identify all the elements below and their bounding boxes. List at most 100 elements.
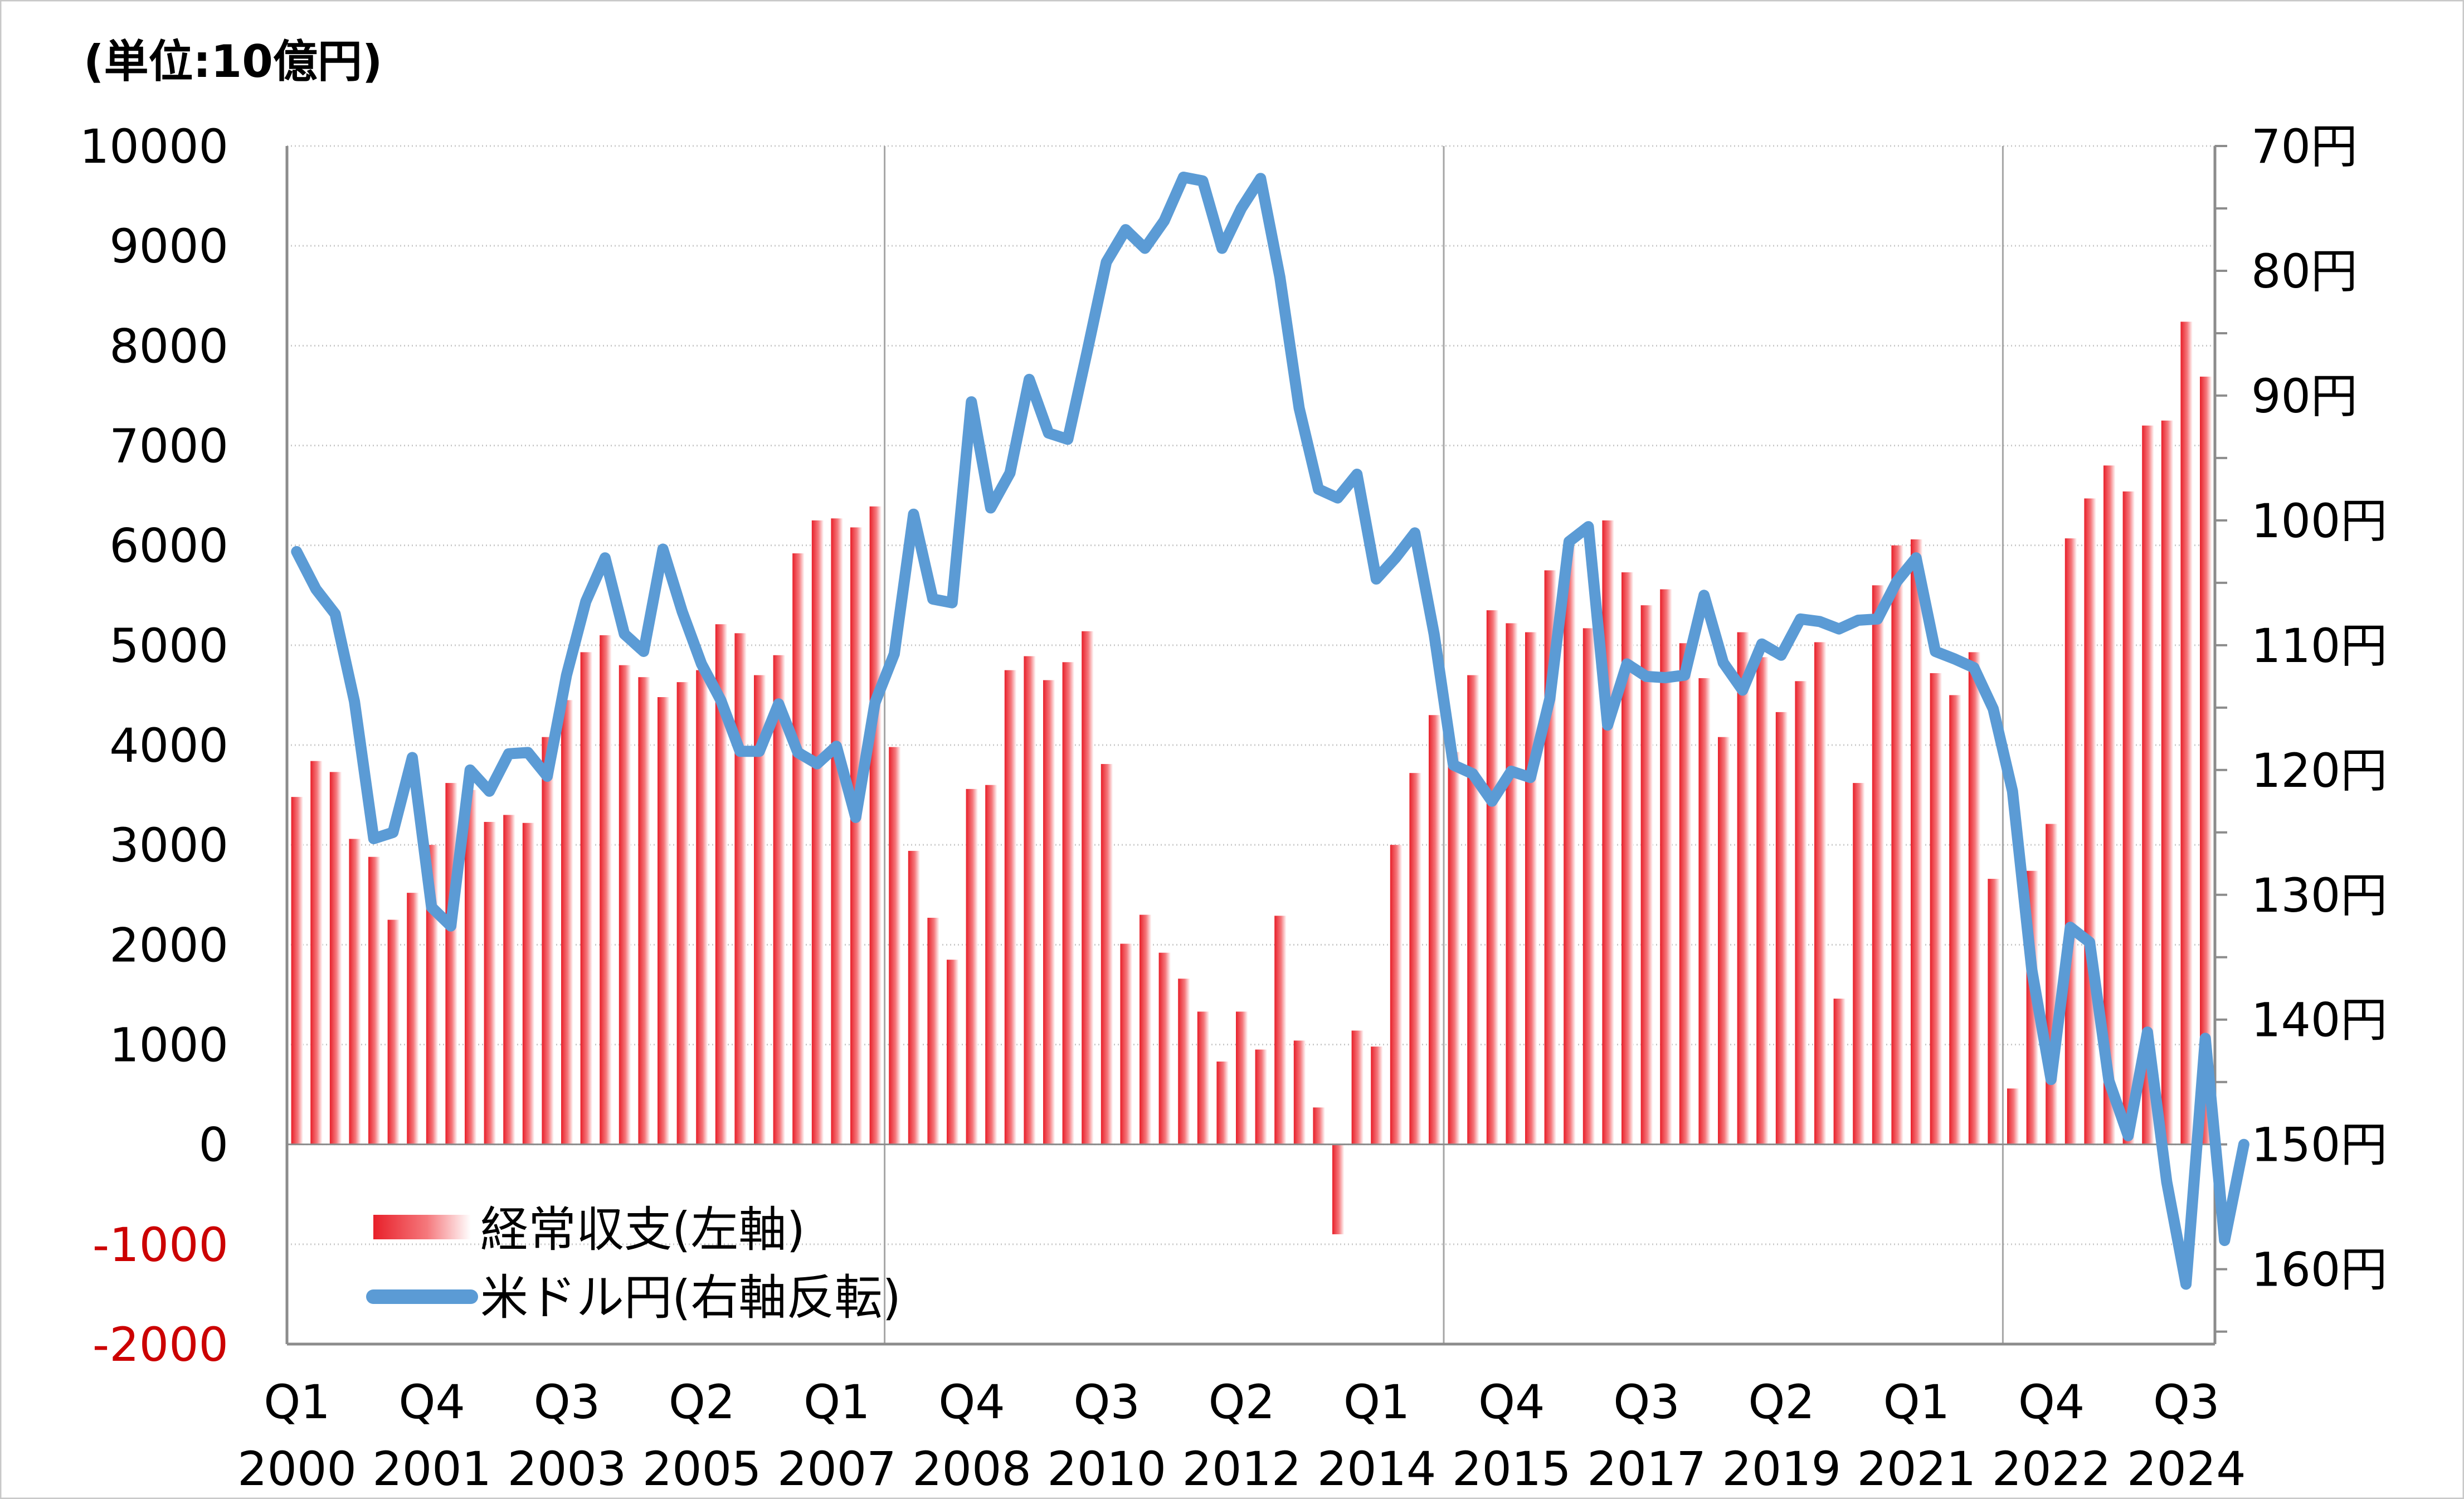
bar xyxy=(1582,628,1595,1145)
bar xyxy=(2046,824,2058,1145)
x-axis-year-label: 2017 xyxy=(1587,1442,1706,1496)
bar xyxy=(2200,376,2212,1145)
bar xyxy=(1756,657,1769,1145)
bar xyxy=(310,761,323,1145)
bar xyxy=(1930,673,1942,1145)
bar xyxy=(1216,1061,1229,1145)
right-axis-tick-label: 100円 xyxy=(2251,494,2387,548)
x-axis-quarter-label: Q2 xyxy=(1209,1375,1275,1429)
bar xyxy=(1698,678,1711,1145)
x-axis-quarter-label: Q2 xyxy=(1748,1375,1815,1429)
bar xyxy=(1158,952,1171,1145)
x-axis-quarter-label: Q3 xyxy=(1073,1375,1140,1429)
right-axis-tick-label: 90円 xyxy=(2251,369,2358,424)
bar xyxy=(2103,465,2116,1145)
bar xyxy=(1100,764,1113,1145)
legend-line-label: 米ドル円(右軸反転) xyxy=(480,1270,901,1326)
x-axis-quarter-label: Q1 xyxy=(1343,1375,1410,1429)
bar xyxy=(1390,845,1403,1145)
bar xyxy=(850,527,863,1145)
bar xyxy=(1660,589,1672,1145)
bar xyxy=(542,737,554,1145)
bar xyxy=(1814,642,1827,1145)
x-axis-year-label: 2005 xyxy=(642,1442,762,1496)
bar xyxy=(1891,545,1903,1145)
right-axis-tick-label: 150円 xyxy=(2251,1118,2387,1172)
bar xyxy=(869,506,882,1145)
x-axis-year-label: 2015 xyxy=(1452,1442,1571,1496)
bar xyxy=(329,772,342,1145)
bar xyxy=(696,670,708,1145)
x-axis-quarter-label: Q4 xyxy=(938,1375,1005,1429)
left-axis-tick-label: 10000 xyxy=(80,119,228,174)
right-axis-tick-label: 160円 xyxy=(2251,1243,2387,1297)
bar xyxy=(1120,943,1132,1145)
bar xyxy=(1968,652,1981,1145)
left-axis-tick-label: -1000 xyxy=(92,1218,228,1272)
bar xyxy=(1486,610,1499,1145)
bar xyxy=(484,821,496,1145)
x-axis-year-label: 2022 xyxy=(1992,1442,2111,1496)
bar xyxy=(1795,681,1807,1145)
left-axis-tick-label: 0 xyxy=(199,1118,228,1172)
x-axis-year-label: 2014 xyxy=(1317,1442,1436,1496)
x-axis-labels: Q1 2000 Q4 2001 Q3 2003 Q2 2005 Q1 2007 Q4 2008 Q3 20… xyxy=(237,1375,2246,1496)
bar xyxy=(1024,656,1036,1145)
bar xyxy=(1679,643,1692,1145)
bar xyxy=(1255,1049,1268,1145)
x-axis-quarter-label: Q3 xyxy=(534,1375,601,1429)
bar xyxy=(522,822,535,1145)
bar xyxy=(1313,1107,1325,1145)
bar xyxy=(1640,605,1653,1145)
bar xyxy=(1140,914,1152,1145)
bar xyxy=(349,839,361,1145)
bar xyxy=(734,633,747,1145)
bar xyxy=(1853,783,1865,1145)
x-axis-year-label: 2021 xyxy=(1857,1442,1976,1496)
line-series xyxy=(291,172,2249,1290)
bar xyxy=(600,635,612,1145)
bar xyxy=(2142,425,2154,1145)
right-axis-tick-label: 140円 xyxy=(2251,993,2387,1048)
x-axis-year-label: 2019 xyxy=(1722,1442,1841,1496)
bar xyxy=(561,700,573,1145)
bar xyxy=(1911,539,1923,1145)
bar xyxy=(638,677,650,1145)
bar xyxy=(927,917,939,1145)
bar xyxy=(754,675,766,1145)
x-axis-year-label: 2024 xyxy=(2127,1442,2246,1496)
bar xyxy=(1082,631,1094,1145)
left-axis-tick-label: 4000 xyxy=(109,718,228,773)
bar xyxy=(465,790,477,1145)
bar xyxy=(811,520,824,1145)
left-axis-labels: 1000090008000700060005000400030002000100… xyxy=(80,119,228,1372)
bar xyxy=(1525,632,1537,1145)
x-axis-year-label: 2007 xyxy=(777,1442,897,1496)
bar xyxy=(1409,773,1421,1145)
bar xyxy=(1351,1030,1364,1145)
bar xyxy=(2064,538,2077,1145)
left-axis-tick-label: 3000 xyxy=(109,818,228,873)
bar xyxy=(2007,1088,2019,1145)
bar xyxy=(580,652,593,1145)
x-axis-quarter-label: Q3 xyxy=(1613,1375,1680,1429)
x-axis-quarter-label: Q4 xyxy=(2018,1375,2085,1429)
bar xyxy=(1332,1144,1345,1234)
bar xyxy=(1371,1047,1383,1145)
x-axis-year-label: 2010 xyxy=(1047,1442,1166,1496)
bar xyxy=(2084,498,2096,1145)
bar xyxy=(1467,675,1479,1145)
bar xyxy=(426,845,439,1145)
bar xyxy=(1602,520,1614,1145)
right-axis-tick-label: 70円 xyxy=(2251,119,2358,174)
bar xyxy=(1737,632,1750,1145)
bar xyxy=(1043,680,1055,1145)
bar xyxy=(1506,623,1518,1145)
bar xyxy=(2161,420,2174,1145)
right-axis-tick-label: 110円 xyxy=(2251,619,2387,673)
right-axis-tick-label: 120円 xyxy=(2251,743,2387,798)
bar xyxy=(966,789,978,1145)
right-axis-tick-label: 130円 xyxy=(2251,868,2387,923)
unit-label: (単位:10億円) xyxy=(84,36,382,87)
